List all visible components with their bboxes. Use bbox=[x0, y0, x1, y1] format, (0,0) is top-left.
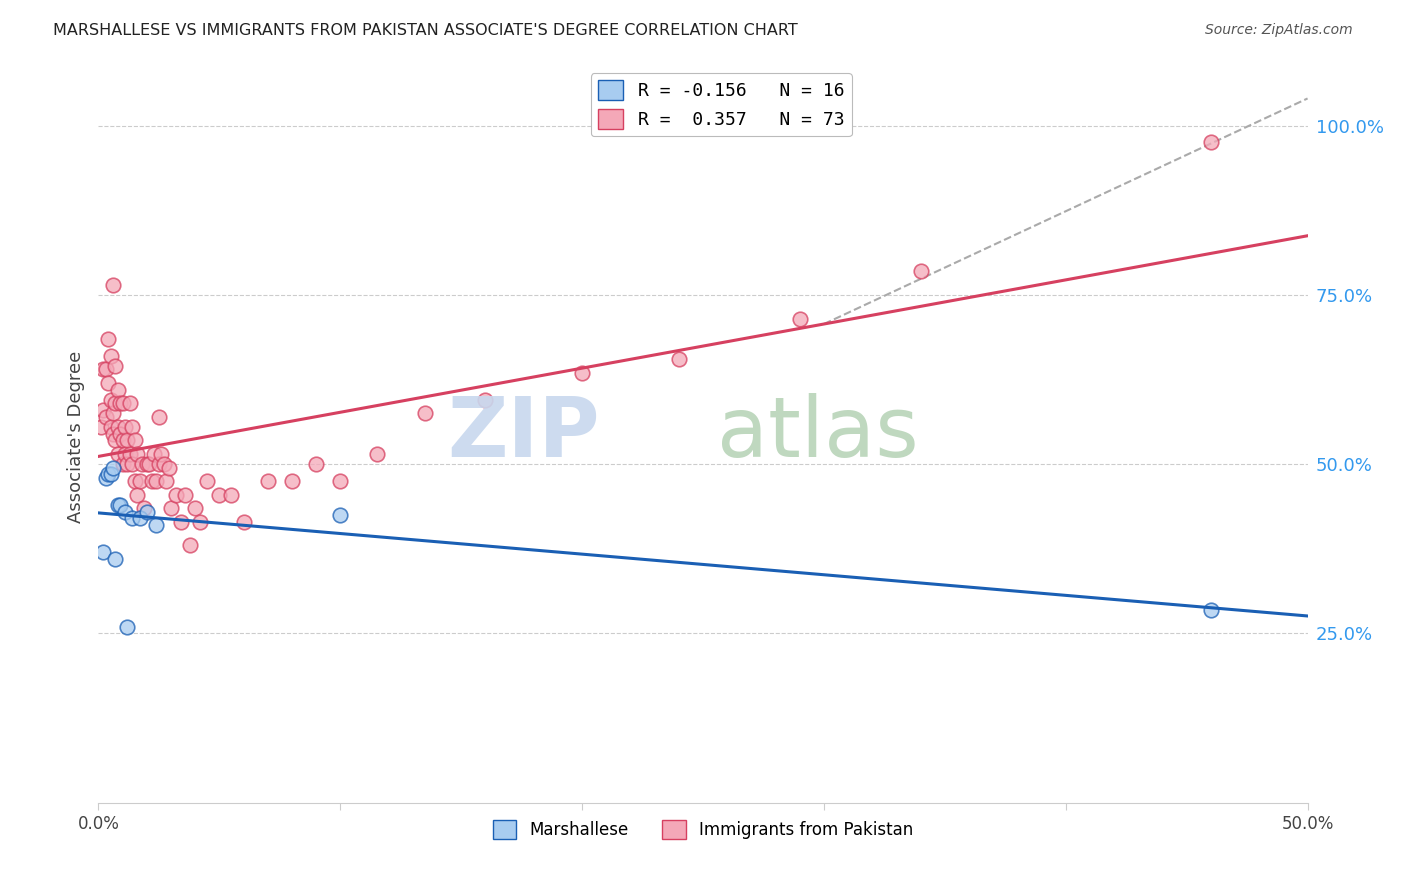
Point bbox=[256, 474, 278, 488]
Point bbox=[121, 420, 143, 434]
Text: atlas: atlas bbox=[717, 392, 918, 474]
Point bbox=[668, 352, 690, 367]
Point bbox=[366, 447, 388, 461]
Point bbox=[157, 460, 180, 475]
Text: MARSHALLESE VS IMMIGRANTS FROM PAKISTAN ASSOCIATE'S DEGREE CORRELATION CHART: MARSHALLESE VS IMMIGRANTS FROM PAKISTAN … bbox=[53, 23, 799, 38]
Point bbox=[143, 447, 166, 461]
Point bbox=[135, 505, 157, 519]
Point bbox=[413, 406, 436, 420]
Point bbox=[101, 426, 124, 441]
Point bbox=[100, 349, 122, 363]
Point bbox=[148, 409, 170, 424]
Point bbox=[117, 620, 139, 634]
Point bbox=[1199, 603, 1222, 617]
Point bbox=[138, 457, 160, 471]
Point bbox=[94, 362, 117, 376]
Point bbox=[108, 426, 131, 441]
Point bbox=[94, 409, 117, 424]
Point bbox=[165, 488, 187, 502]
Point bbox=[91, 545, 114, 559]
Point bbox=[94, 471, 117, 485]
Point bbox=[155, 474, 177, 488]
Point bbox=[281, 474, 304, 488]
Point bbox=[97, 332, 120, 346]
Point bbox=[145, 474, 167, 488]
Text: Source: ZipAtlas.com: Source: ZipAtlas.com bbox=[1205, 23, 1353, 37]
Point bbox=[104, 359, 127, 373]
Point bbox=[124, 474, 146, 488]
Point bbox=[114, 420, 136, 434]
Point bbox=[127, 447, 149, 461]
Point bbox=[131, 457, 153, 471]
Point bbox=[111, 434, 134, 448]
Text: ZIP: ZIP bbox=[447, 392, 600, 474]
Point bbox=[150, 447, 173, 461]
Point bbox=[108, 396, 131, 410]
Point bbox=[305, 457, 328, 471]
Point bbox=[111, 457, 134, 471]
Point bbox=[128, 474, 150, 488]
Legend: Marshallese, Immigrants from Pakistan: Marshallese, Immigrants from Pakistan bbox=[486, 814, 920, 846]
Point bbox=[124, 434, 146, 448]
Point bbox=[910, 264, 932, 278]
Point bbox=[184, 501, 207, 516]
Point bbox=[188, 515, 211, 529]
Point bbox=[107, 420, 129, 434]
Point bbox=[1199, 136, 1222, 150]
Point bbox=[571, 366, 593, 380]
Point bbox=[169, 515, 191, 529]
Point bbox=[117, 434, 139, 448]
Point bbox=[145, 518, 167, 533]
Point bbox=[114, 505, 136, 519]
Point bbox=[107, 498, 129, 512]
Point bbox=[128, 511, 150, 525]
Y-axis label: Associate's Degree: Associate's Degree bbox=[66, 351, 84, 524]
Point bbox=[474, 392, 496, 407]
Point bbox=[91, 403, 114, 417]
Point bbox=[107, 447, 129, 461]
Point bbox=[160, 501, 183, 516]
Point bbox=[208, 488, 231, 502]
Point bbox=[114, 447, 136, 461]
Point bbox=[97, 467, 120, 482]
Point bbox=[101, 460, 124, 475]
Point bbox=[97, 376, 120, 390]
Point bbox=[101, 277, 124, 292]
Point bbox=[195, 474, 218, 488]
Point bbox=[179, 538, 201, 552]
Point bbox=[135, 457, 157, 471]
Point bbox=[329, 508, 352, 522]
Point bbox=[108, 498, 131, 512]
Point bbox=[134, 501, 156, 516]
Point bbox=[104, 552, 127, 566]
Point bbox=[91, 362, 114, 376]
Point bbox=[104, 396, 127, 410]
Point bbox=[221, 488, 243, 502]
Point bbox=[100, 420, 122, 434]
Point bbox=[174, 488, 197, 502]
Point bbox=[141, 474, 163, 488]
Point bbox=[111, 396, 134, 410]
Point bbox=[90, 420, 112, 434]
Point bbox=[118, 396, 141, 410]
Point bbox=[121, 511, 143, 525]
Point bbox=[121, 457, 143, 471]
Point bbox=[329, 474, 352, 488]
Point bbox=[127, 488, 149, 502]
Point bbox=[152, 457, 174, 471]
Point bbox=[232, 515, 254, 529]
Point bbox=[789, 311, 811, 326]
Point bbox=[100, 467, 122, 482]
Point bbox=[148, 457, 170, 471]
Point bbox=[107, 383, 129, 397]
Point bbox=[100, 392, 122, 407]
Point bbox=[118, 447, 141, 461]
Point bbox=[101, 406, 124, 420]
Point bbox=[117, 457, 139, 471]
Point bbox=[104, 434, 127, 448]
